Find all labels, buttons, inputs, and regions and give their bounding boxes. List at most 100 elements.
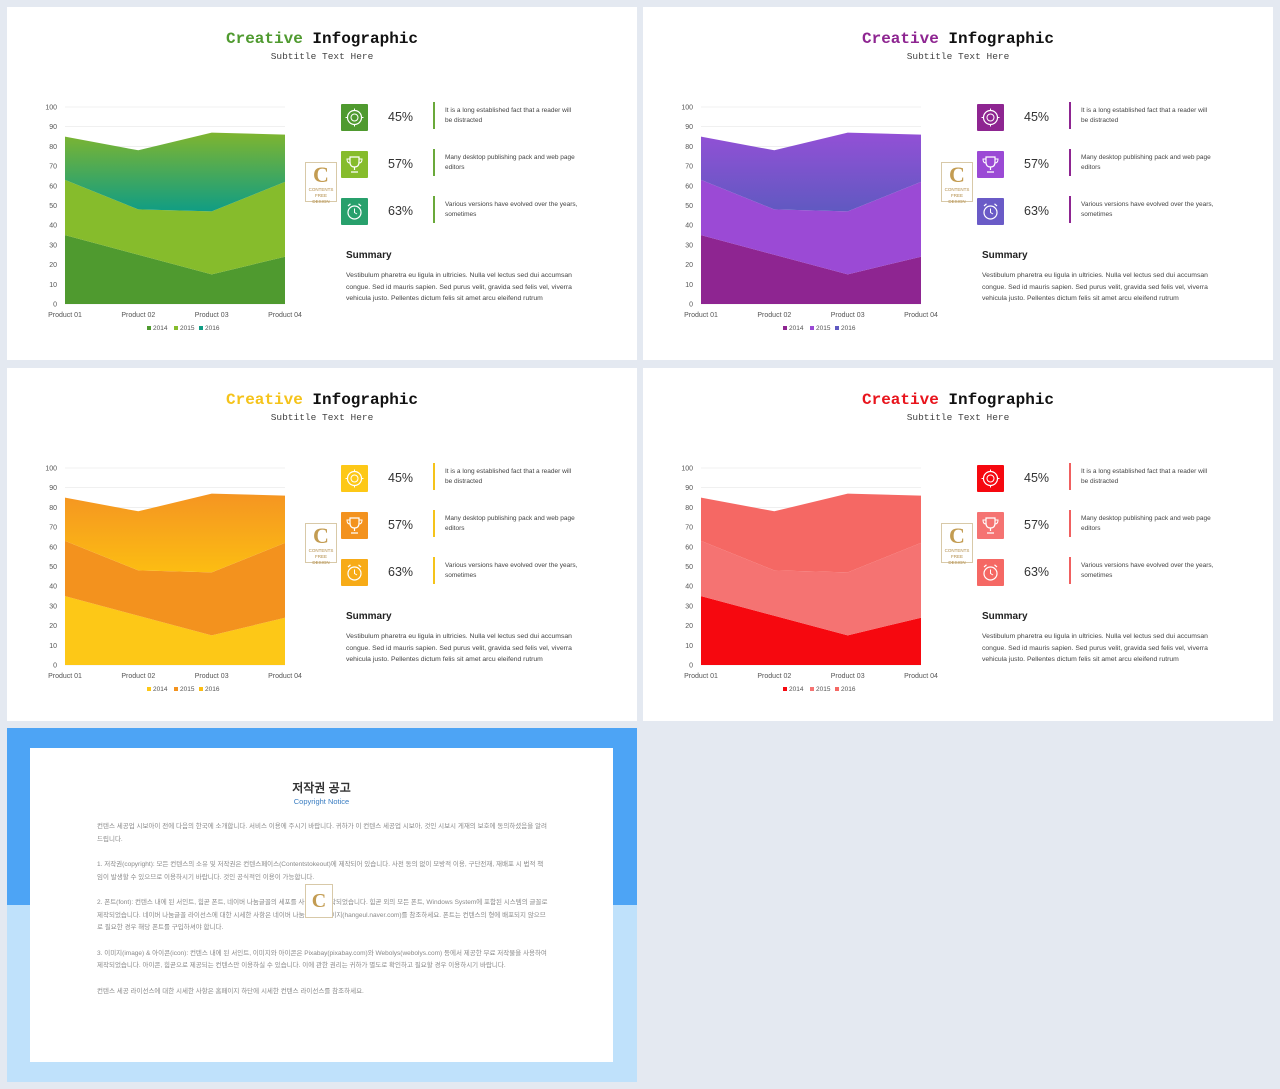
alarm-clock-icon (341, 559, 368, 586)
title-rest: Infographic (302, 391, 419, 409)
stat-description: It is a long established fact that a rea… (1081, 468, 1208, 485)
stat-description: Various versions have evolved over the y… (1081, 562, 1214, 579)
slide-title: Creative Infographic (7, 30, 637, 48)
area-series-2015 (701, 540, 921, 636)
title-rest: Infographic (938, 30, 1055, 48)
y-tick-label: 100 (45, 466, 57, 473)
stat-row: 63% Various versions have evolved over th… (341, 196, 601, 226)
logo-line2: FREE DESIGN (948, 554, 966, 565)
area-series-2014 (701, 235, 921, 304)
x-tick-label: Product 04 (268, 673, 302, 680)
y-tick-label: 70 (685, 164, 693, 171)
legend-swatch-2016 (199, 687, 203, 691)
logo-letter: C (313, 162, 329, 187)
stat-description: Many desktop publishing pack and web pag… (1081, 515, 1211, 532)
y-tick-label: 0 (689, 302, 693, 309)
y-tick-label: 100 (681, 466, 693, 473)
legend-label: 2016 (205, 686, 220, 693)
slide-subtitle: Subtitle Text Here (270, 51, 374, 62)
x-tick-label: Product 01 (684, 673, 718, 680)
alarm-clock-icon (977, 198, 1004, 225)
x-tick-label: Product 01 (684, 312, 718, 319)
legend-label: 2014 (789, 686, 804, 693)
badge-icon (977, 104, 1004, 131)
y-tick-label: 30 (49, 603, 57, 610)
stacked-area-chart: 0 10 20 30 40 50 60 70 80 90 100 Product 01 Product … (45, 466, 302, 694)
stat-divider (433, 510, 435, 537)
x-tick-label: Product 02 (121, 673, 155, 680)
stat-divider (1069, 102, 1071, 129)
badge-icon (977, 465, 1004, 492)
y-tick-label: 100 (681, 105, 693, 112)
y-tick-label: 0 (689, 663, 693, 670)
y-tick-label: 60 (685, 544, 693, 551)
copyright-paragraph: 컨텐스 세공 라이선스에 대한 시세한 사항은 홈페이지 하단에 시세한 컨텐스… (97, 987, 364, 995)
y-tick-label: 80 (49, 144, 57, 151)
area-series-2014 (65, 235, 285, 304)
stat-divider (433, 196, 435, 223)
x-tick-label: Product 03 (195, 312, 229, 319)
stat-row: 57% Many desktop publishing pack and web … (341, 510, 601, 540)
infographic-slide-red: Creative Infographic Subtitle Text Here 0 1… (643, 368, 1273, 721)
stat-row: 63% Various versions have evolved over th… (977, 196, 1237, 226)
stat-percent: 57% (1024, 157, 1050, 171)
stat-divider (1069, 463, 1071, 490)
area-series-2016 (701, 493, 921, 573)
summary-heading: Summary (346, 611, 392, 622)
stat-description: It is a long established fact that a rea… (1081, 107, 1208, 124)
copyright-title: 저작권 공고 (292, 781, 351, 795)
stat-divider (433, 102, 435, 129)
stat-row: 57% Many desktop publishing pack and web … (977, 510, 1237, 540)
legend-swatch-2015 (174, 687, 178, 691)
y-tick-label: 70 (49, 525, 57, 532)
logo-icon: C CONTENTS FREE DESIGN (305, 162, 337, 204)
stat-percent: 57% (388, 518, 414, 532)
y-tick-label: 50 (685, 564, 693, 571)
y-tick-label: 40 (685, 584, 693, 591)
trophy-icon (977, 151, 1004, 178)
x-tick-label: Product 02 (757, 312, 791, 319)
legend-swatch-2016 (835, 687, 839, 691)
infographic-slide-yellow: Creative Infographic Subtitle Text Here 0 1… (7, 368, 637, 721)
x-tick-label: Product 04 (268, 312, 302, 319)
stat-percent: 63% (388, 565, 414, 579)
y-tick-label: 30 (685, 603, 693, 610)
y-tick-label: 50 (685, 203, 693, 210)
legend-label: 2016 (841, 325, 856, 332)
stat-row: 63% Various versions have evolved over th… (341, 557, 601, 587)
x-tick-label: Product 01 (48, 312, 82, 319)
y-tick-label: 10 (685, 643, 693, 650)
x-tick-label: Product 04 (904, 673, 938, 680)
stat-description: Various versions have evolved over the y… (445, 562, 578, 579)
y-tick-label: 20 (49, 262, 57, 269)
logo-line2: FREE DESIGN (312, 193, 330, 204)
stat-row: 45% It is a long established fact that a … (341, 463, 601, 493)
logo-icon: C (305, 884, 333, 918)
area-series-2014 (701, 596, 921, 665)
area-series-2015 (701, 179, 921, 275)
copyright-paragraph: 3. 이미지(image) & 아이콘(icon): 컨텐스 내에 된 서인트,… (97, 949, 547, 970)
x-tick-label: Product 02 (757, 673, 791, 680)
stat-description: Many desktop publishing pack and web pag… (445, 515, 575, 532)
summary-heading: Summary (982, 250, 1028, 261)
trophy-icon (341, 512, 368, 539)
y-tick-label: 10 (49, 643, 57, 650)
y-tick-label: 80 (49, 505, 57, 512)
legend-swatch-2016 (835, 326, 839, 330)
logo-line1: CONTENTS (308, 548, 334, 553)
stat-divider (1069, 149, 1071, 176)
summary-heading: Summary (346, 250, 392, 261)
y-tick-label: 80 (685, 505, 693, 512)
title-rest: Infographic (938, 391, 1055, 409)
logo-icon: C CONTENTS FREE DESIGN (941, 162, 973, 204)
y-tick-label: 70 (49, 164, 57, 171)
legend-label: 2014 (789, 325, 804, 332)
x-tick-label: Product 03 (831, 312, 865, 319)
stat-percent: 45% (388, 471, 414, 485)
x-tick-label: Product 03 (195, 673, 229, 680)
y-tick-label: 90 (49, 124, 57, 131)
y-tick-label: 0 (53, 663, 57, 670)
stacked-area-chart: 0 10 20 30 40 50 60 70 80 90 100 Product 01 Product … (45, 105, 302, 333)
y-tick-label: 20 (685, 262, 693, 269)
area-series-2014 (65, 596, 285, 665)
